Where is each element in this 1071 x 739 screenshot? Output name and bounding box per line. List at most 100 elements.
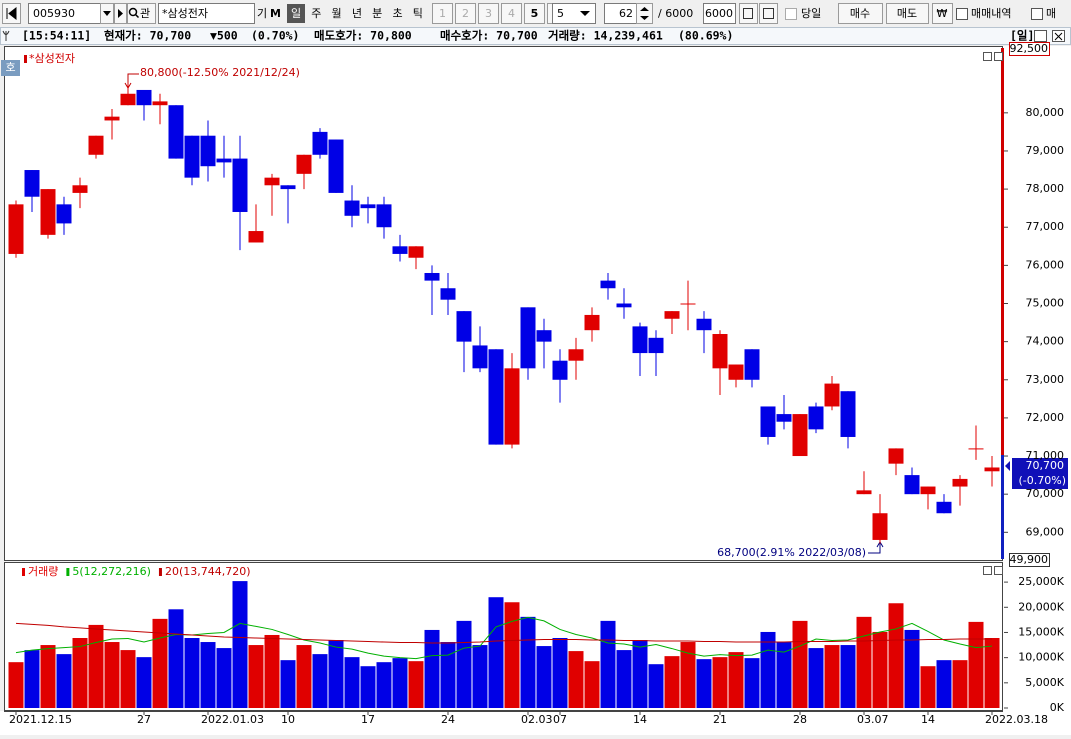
buy-button[interactable] [838,3,883,24]
period-button[interactable]: 월 [332,7,342,20]
icon-button[interactable] [759,3,778,24]
number-button[interactable] [478,3,499,24]
candle-body [200,135,216,167]
moving-average-line [15,622,992,644]
number-button[interactable] [455,3,476,24]
number-button[interactable] [524,3,545,24]
period-button[interactable]: 일 [291,6,301,20]
tool-button[interactable]: M [270,7,281,20]
x-tick-label: 21 [713,713,727,726]
max-input[interactable] [703,3,736,24]
won-button[interactable] [932,3,953,24]
candle-body [56,204,72,224]
legend-swatch [22,568,25,576]
volume-bar [264,634,280,708]
history-checkbox[interactable] [956,8,968,20]
candle-body [936,501,952,514]
candle-body [424,272,440,281]
price-axis-area [1003,46,1071,712]
more-checkbox[interactable] [1031,8,1043,20]
candle-body [840,391,856,437]
volume-bar [568,651,584,708]
range-low: 49,900 [1010,553,1049,566]
y-tick-label: 69,000 [1026,525,1065,538]
range-high: 92,500 [1010,42,1049,55]
volume-info: 거래량: 14,239,461 [548,29,663,43]
period-button[interactable]: 초 [392,7,402,20]
tool-button[interactable]: 기 [257,7,267,20]
volume-bar [584,661,600,708]
y-tick-label: 71,000 [1026,449,1065,462]
candle-body [456,311,472,342]
period-button[interactable]: 분 [372,7,382,20]
number-select[interactable] [552,3,596,24]
number-button[interactable] [432,3,453,24]
volume-bar [888,603,904,708]
y-tick-label: 76,000 [1026,258,1065,271]
volume-bar [536,646,552,708]
candle-body [392,246,408,254]
volume-bar [152,618,168,708]
chart-title: *삼성전자 [29,52,75,65]
candle-body [24,170,40,197]
candle-body [312,131,328,155]
volume-bar [376,662,392,708]
period-button[interactable]: 틱 [413,7,423,20]
period-indicator[interactable]: [일] [1010,29,1034,43]
candle-body [648,337,664,354]
candle-body [184,135,200,178]
next-icon [118,9,123,18]
volume-bar [360,666,376,708]
time-axis-area [0,711,1071,735]
max: 6000 [705,7,733,20]
candle-body [536,330,552,342]
count-spinner[interactable] [636,3,653,24]
today-checkbox[interactable] [785,8,797,20]
candle-body [168,105,184,159]
sell-button[interactable] [886,3,929,24]
y-tick-label: 78,000 [1026,182,1065,195]
candle-body [616,303,632,308]
window-button[interactable] [1034,30,1047,42]
name-input[interactable] [158,3,255,24]
x-tick-label: 07 [553,713,567,726]
panel-button[interactable] [994,52,1003,61]
candle-body [744,349,760,380]
volume-bar [728,652,744,708]
count: 62 [619,7,633,20]
volume-bar [696,659,712,708]
volume-bar [744,658,760,708]
icon [743,8,753,19]
volume-bar [712,657,728,708]
candle-body [872,513,888,540]
x-tick-label: 17 [361,713,375,726]
volume-bar [904,629,920,708]
candle-body [520,307,536,369]
last-price-pointer [1005,461,1010,471]
candle-body [824,383,840,407]
volume-bar [8,662,24,708]
panel-button[interactable] [994,566,1003,575]
history-label: 매매내역 [971,7,1011,20]
volume-bar [136,657,152,708]
x-tick-label: 2022.03.18 [985,713,1048,726]
x-tick-label: 10 [281,713,295,726]
period-button[interactable]: 년 [352,7,362,20]
number-button[interactable] [501,3,522,24]
icon-button[interactable] [739,3,758,24]
search-icon [134,13,140,19]
volume-bar [56,654,72,708]
volume-bar [216,648,232,708]
volume-bar [760,631,776,708]
candle-body [72,185,88,193]
volume-bar [456,620,472,708]
panel-button[interactable] [983,566,992,575]
price-change: ▼500 [210,29,238,43]
y-tick-label: 72,000 [1026,411,1065,424]
x-tick-label: 02.03 [521,713,553,726]
period-button[interactable]: 주 [311,7,321,20]
panel-button[interactable] [983,52,992,61]
candle-body [136,89,152,106]
volume-bar [840,645,856,708]
price-panel [4,46,1003,561]
